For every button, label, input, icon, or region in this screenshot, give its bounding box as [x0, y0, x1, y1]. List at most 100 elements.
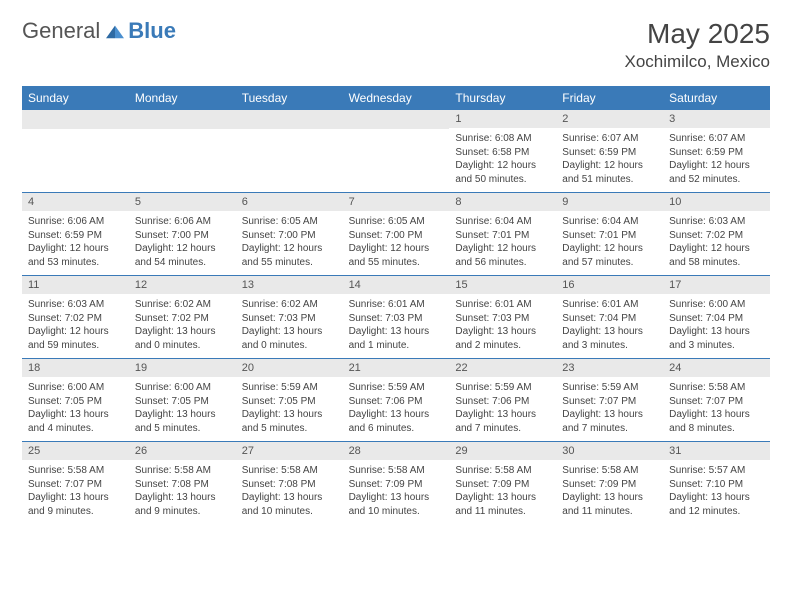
day-details: Sunrise: 6:00 AMSunset: 7:05 PMDaylight:… — [22, 377, 129, 441]
daylight-line: Daylight: 13 hours and 0 minutes. — [135, 325, 230, 352]
day-cell: 1Sunrise: 6:08 AMSunset: 6:58 PMDaylight… — [449, 110, 556, 192]
brand-logo: General Blue — [22, 18, 176, 44]
sunrise-line: Sunrise: 6:00 AM — [28, 381, 123, 395]
day-number: 26 — [129, 442, 236, 460]
sunrise-line: Sunrise: 5:58 AM — [135, 464, 230, 478]
sunrise-line: Sunrise: 5:58 AM — [562, 464, 657, 478]
daylight-line: Daylight: 13 hours and 11 minutes. — [562, 491, 657, 518]
weeks-container: 1Sunrise: 6:08 AMSunset: 6:58 PMDaylight… — [22, 110, 770, 524]
day-details: Sunrise: 5:59 AMSunset: 7:05 PMDaylight:… — [236, 377, 343, 441]
daylight-line: Daylight: 13 hours and 7 minutes. — [562, 408, 657, 435]
weekday-header: Saturday — [663, 86, 770, 110]
sunrise-line: Sunrise: 6:00 AM — [669, 298, 764, 312]
calendar-page: General Blue May 2025 Xochimilco, Mexico… — [0, 0, 792, 542]
daylight-line: Daylight: 13 hours and 11 minutes. — [455, 491, 550, 518]
brand-icon — [104, 22, 126, 40]
day-details: Sunrise: 6:02 AMSunset: 7:02 PMDaylight:… — [129, 294, 236, 358]
weekday-header: Monday — [129, 86, 236, 110]
day-cell — [129, 110, 236, 192]
daylight-line: Daylight: 13 hours and 8 minutes. — [669, 408, 764, 435]
day-number: 7 — [343, 193, 450, 211]
sunrise-line: Sunrise: 5:59 AM — [455, 381, 550, 395]
weekday-header: Thursday — [449, 86, 556, 110]
brand-part2: Blue — [128, 18, 176, 44]
sunrise-line: Sunrise: 6:07 AM — [669, 132, 764, 146]
day-number: 15 — [449, 276, 556, 294]
day-cell: 31Sunrise: 5:57 AMSunset: 7:10 PMDayligh… — [663, 442, 770, 524]
sunrise-line: Sunrise: 6:05 AM — [349, 215, 444, 229]
daylight-line: Daylight: 12 hours and 56 minutes. — [455, 242, 550, 269]
week-row: 4Sunrise: 6:06 AMSunset: 6:59 PMDaylight… — [22, 192, 770, 275]
sunset-line: Sunset: 7:08 PM — [135, 478, 230, 492]
day-cell: 12Sunrise: 6:02 AMSunset: 7:02 PMDayligh… — [129, 276, 236, 358]
sunrise-line: Sunrise: 5:59 AM — [242, 381, 337, 395]
day-details: Sunrise: 6:05 AMSunset: 7:00 PMDaylight:… — [236, 211, 343, 275]
day-cell: 11Sunrise: 6:03 AMSunset: 7:02 PMDayligh… — [22, 276, 129, 358]
daylight-line: Daylight: 13 hours and 3 minutes. — [669, 325, 764, 352]
sunrise-line: Sunrise: 6:08 AM — [455, 132, 550, 146]
sunset-line: Sunset: 7:06 PM — [455, 395, 550, 409]
sunrise-line: Sunrise: 6:06 AM — [28, 215, 123, 229]
sunrise-line: Sunrise: 5:58 AM — [242, 464, 337, 478]
day-number: 25 — [22, 442, 129, 460]
sunrise-line: Sunrise: 5:57 AM — [669, 464, 764, 478]
day-cell: 3Sunrise: 6:07 AMSunset: 6:59 PMDaylight… — [663, 110, 770, 192]
day-details: Sunrise: 6:01 AMSunset: 7:03 PMDaylight:… — [343, 294, 450, 358]
day-cell: 8Sunrise: 6:04 AMSunset: 7:01 PMDaylight… — [449, 193, 556, 275]
day-number: 20 — [236, 359, 343, 377]
location: Xochimilco, Mexico — [625, 52, 771, 72]
daylight-line: Daylight: 12 hours and 54 minutes. — [135, 242, 230, 269]
day-number: 2 — [556, 110, 663, 128]
daylight-line: Daylight: 12 hours and 51 minutes. — [562, 159, 657, 186]
day-number — [343, 110, 450, 129]
day-details: Sunrise: 5:59 AMSunset: 7:06 PMDaylight:… — [343, 377, 450, 441]
header: General Blue May 2025 Xochimilco, Mexico — [22, 18, 770, 72]
day-cell: 27Sunrise: 5:58 AMSunset: 7:08 PMDayligh… — [236, 442, 343, 524]
day-cell: 6Sunrise: 6:05 AMSunset: 7:00 PMDaylight… — [236, 193, 343, 275]
day-number: 8 — [449, 193, 556, 211]
day-number — [236, 110, 343, 129]
daylight-line: Daylight: 13 hours and 5 minutes. — [135, 408, 230, 435]
day-cell: 9Sunrise: 6:04 AMSunset: 7:01 PMDaylight… — [556, 193, 663, 275]
sunrise-line: Sunrise: 6:00 AM — [135, 381, 230, 395]
sunrise-line: Sunrise: 6:04 AM — [562, 215, 657, 229]
sunrise-line: Sunrise: 5:58 AM — [455, 464, 550, 478]
sunset-line: Sunset: 7:02 PM — [135, 312, 230, 326]
day-details: Sunrise: 5:58 AMSunset: 7:07 PMDaylight:… — [663, 377, 770, 441]
sunrise-line: Sunrise: 6:01 AM — [455, 298, 550, 312]
weekday-header: Sunday — [22, 86, 129, 110]
sunset-line: Sunset: 7:01 PM — [562, 229, 657, 243]
day-details: Sunrise: 5:58 AMSunset: 7:07 PMDaylight:… — [22, 460, 129, 524]
sunset-line: Sunset: 6:59 PM — [562, 146, 657, 160]
day-cell: 20Sunrise: 5:59 AMSunset: 7:05 PMDayligh… — [236, 359, 343, 441]
day-details: Sunrise: 5:58 AMSunset: 7:09 PMDaylight:… — [343, 460, 450, 524]
day-number — [22, 110, 129, 129]
day-number: 16 — [556, 276, 663, 294]
day-details: Sunrise: 6:05 AMSunset: 7:00 PMDaylight:… — [343, 211, 450, 275]
sunrise-line: Sunrise: 6:01 AM — [562, 298, 657, 312]
brand-part1: General — [22, 18, 100, 44]
day-number: 14 — [343, 276, 450, 294]
day-cell: 5Sunrise: 6:06 AMSunset: 7:00 PMDaylight… — [129, 193, 236, 275]
sunset-line: Sunset: 7:06 PM — [349, 395, 444, 409]
day-cell: 15Sunrise: 6:01 AMSunset: 7:03 PMDayligh… — [449, 276, 556, 358]
sunrise-line: Sunrise: 6:01 AM — [349, 298, 444, 312]
weekday-header: Wednesday — [343, 86, 450, 110]
day-cell: 4Sunrise: 6:06 AMSunset: 6:59 PMDaylight… — [22, 193, 129, 275]
day-cell — [236, 110, 343, 192]
sunset-line: Sunset: 7:03 PM — [455, 312, 550, 326]
day-number: 27 — [236, 442, 343, 460]
day-details: Sunrise: 6:06 AMSunset: 6:59 PMDaylight:… — [22, 211, 129, 275]
day-cell: 23Sunrise: 5:59 AMSunset: 7:07 PMDayligh… — [556, 359, 663, 441]
day-cell: 17Sunrise: 6:00 AMSunset: 7:04 PMDayligh… — [663, 276, 770, 358]
sunset-line: Sunset: 7:00 PM — [349, 229, 444, 243]
sunrise-line: Sunrise: 6:06 AM — [135, 215, 230, 229]
day-number — [129, 110, 236, 129]
day-details: Sunrise: 6:07 AMSunset: 6:59 PMDaylight:… — [663, 128, 770, 192]
day-details: Sunrise: 6:04 AMSunset: 7:01 PMDaylight:… — [449, 211, 556, 275]
day-cell: 10Sunrise: 6:03 AMSunset: 7:02 PMDayligh… — [663, 193, 770, 275]
day-number: 31 — [663, 442, 770, 460]
day-details: Sunrise: 5:59 AMSunset: 7:07 PMDaylight:… — [556, 377, 663, 441]
sunrise-line: Sunrise: 5:59 AM — [562, 381, 657, 395]
sunset-line: Sunset: 7:09 PM — [562, 478, 657, 492]
